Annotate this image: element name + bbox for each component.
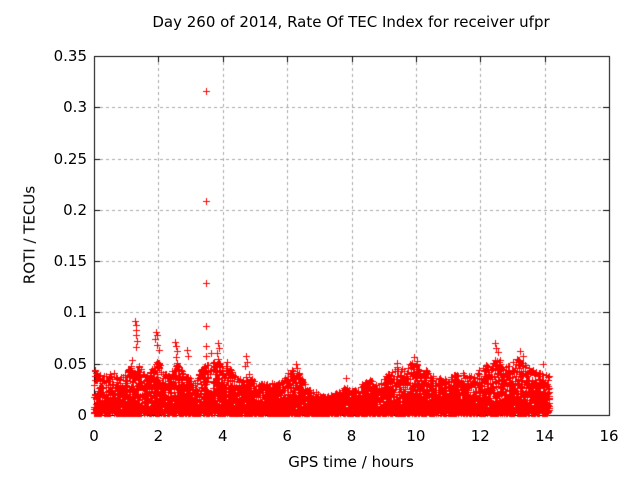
chart-title: Day 260 of 2014, Rate Of TEC Index for r… (152, 13, 550, 31)
x-axis-label: GPS time / hours (288, 453, 414, 471)
y-axis-label: ROTI / TECUs (20, 185, 39, 285)
